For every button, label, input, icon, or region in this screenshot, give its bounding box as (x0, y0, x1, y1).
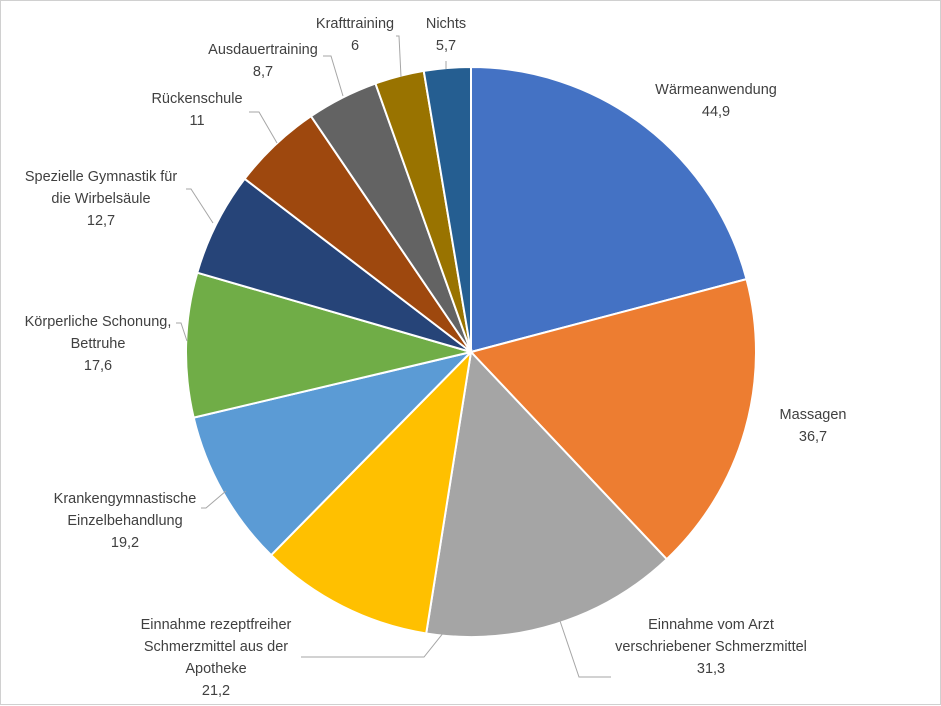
slice-value-label: 17,6 (84, 358, 112, 374)
leader-line (396, 35, 402, 78)
slice-category-label: Spezielle Gymnastik für (25, 169, 177, 185)
slice-value-label: 44,9 (702, 104, 730, 120)
slice-category-label: Schmerzmittel aus der (144, 639, 288, 655)
slice-value-label: 8,7 (253, 64, 273, 80)
pie-slice (269, 349, 473, 635)
slice-category-label: Körperliche Schonung, (25, 314, 172, 330)
slice-category-label: Krankengymnastische (54, 491, 197, 507)
pie-slice (425, 349, 669, 638)
slice-category-label: Rückenschule (151, 91, 242, 107)
slice-value-label: 12,7 (87, 213, 115, 229)
slice-value-label: 21,2 (202, 683, 230, 699)
slice-value-label: 36,7 (799, 429, 827, 445)
slice-category-label: Krafttraining (316, 16, 394, 32)
pie-slice (470, 65, 748, 354)
slice-category-label: Nichts (426, 16, 466, 32)
pie-slice (469, 277, 757, 561)
labels-layer: Wärmeanwendung 44,9 Massagen 36,7 Einnahme v… (25, 16, 847, 699)
slice-category-label: Bettruhe (71, 336, 126, 352)
leader-line (558, 617, 611, 678)
slice-category-label: Einzelbehandlung (67, 513, 182, 529)
leader-line (176, 322, 188, 342)
leader-line (301, 631, 445, 658)
slice-category-label: Ausdauertraining (208, 42, 318, 58)
pie-slice (192, 350, 475, 557)
slice-value-label: 6 (351, 38, 359, 54)
slice-category-label: Massagen (780, 407, 847, 423)
pie-slice (422, 65, 472, 353)
pie-slice (185, 271, 475, 419)
leader-line (323, 55, 344, 97)
slices-layer (185, 65, 757, 638)
slice-category-label: Apotheke (185, 661, 246, 677)
slice-value-label: 19,2 (111, 535, 139, 551)
slice-value-label: 31,3 (697, 661, 725, 677)
slice-category-label: Einnahme rezeptfreiher (141, 617, 292, 633)
leader-line (186, 188, 214, 224)
slice-category-label: verschriebener Schmerzmittel (615, 639, 807, 655)
leader-lines-layer (176, 35, 611, 678)
slice-category-label: die Wirbelsäule (51, 191, 150, 207)
slice-category-label: Einnahme vom Arzt (648, 617, 774, 633)
slice-value-label: 11 (189, 113, 204, 129)
slice-value-label: 5,7 (436, 38, 456, 54)
leader-line (201, 490, 227, 509)
leader-line (249, 111, 278, 144)
slice-category-label: Wärmeanwendung (655, 82, 777, 98)
